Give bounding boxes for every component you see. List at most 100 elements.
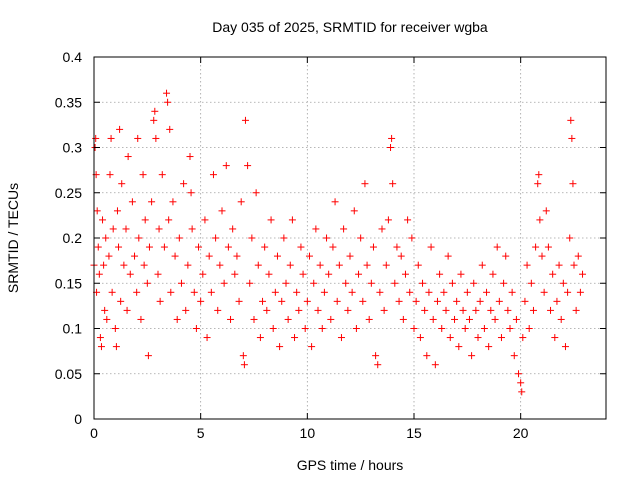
x-tick-label: 15 bbox=[406, 425, 422, 441]
data-point bbox=[117, 297, 125, 305]
y-tick-label: 0.4 bbox=[63, 49, 83, 65]
data-point bbox=[148, 198, 156, 206]
data-point bbox=[357, 234, 365, 242]
data-point bbox=[152, 134, 160, 142]
data-point bbox=[340, 225, 348, 233]
data-point bbox=[107, 134, 115, 142]
data-point bbox=[465, 315, 473, 323]
data-point bbox=[173, 315, 181, 323]
data-point bbox=[195, 243, 203, 251]
data-point bbox=[419, 279, 427, 287]
data-point bbox=[574, 252, 582, 260]
data-point bbox=[542, 207, 550, 215]
data-point bbox=[280, 234, 288, 242]
data-point bbox=[561, 343, 569, 351]
y-tick-label: 0.2 bbox=[63, 230, 83, 246]
data-point bbox=[532, 243, 540, 251]
data-point bbox=[355, 270, 363, 278]
data-point bbox=[391, 279, 399, 287]
data-point bbox=[246, 279, 254, 287]
data-point bbox=[557, 315, 565, 323]
data-point bbox=[235, 297, 243, 305]
data-point bbox=[305, 252, 313, 260]
data-point bbox=[316, 261, 324, 269]
data-point bbox=[108, 288, 116, 296]
data-point bbox=[504, 306, 512, 314]
data-point bbox=[568, 134, 576, 142]
data-point bbox=[116, 125, 124, 133]
data-point bbox=[229, 225, 237, 233]
data-point bbox=[276, 343, 284, 351]
data-point bbox=[372, 352, 380, 360]
data-point bbox=[384, 216, 392, 224]
data-point bbox=[165, 216, 173, 224]
data-point bbox=[284, 315, 292, 323]
data-point bbox=[265, 270, 273, 278]
data-point bbox=[478, 261, 486, 269]
data-point bbox=[323, 234, 331, 242]
data-point bbox=[259, 297, 267, 305]
data-point bbox=[102, 234, 110, 242]
data-point bbox=[453, 297, 461, 305]
x-tick-label: 5 bbox=[197, 425, 205, 441]
data-point bbox=[92, 134, 100, 142]
data-point bbox=[378, 225, 386, 233]
data-point bbox=[160, 243, 168, 251]
data-point bbox=[187, 189, 195, 197]
data-point bbox=[369, 243, 377, 251]
data-point bbox=[566, 234, 574, 242]
data-point bbox=[551, 334, 559, 342]
data-point bbox=[203, 334, 211, 342]
data-point bbox=[105, 252, 113, 260]
data-point bbox=[359, 297, 367, 305]
data-point bbox=[96, 334, 104, 342]
data-point bbox=[397, 252, 405, 260]
data-point bbox=[293, 288, 301, 296]
data-point bbox=[459, 306, 467, 314]
data-point bbox=[256, 334, 264, 342]
data-point bbox=[97, 343, 105, 351]
data-point bbox=[493, 243, 501, 251]
data-point bbox=[269, 325, 277, 332]
y-tick-label: 0.15 bbox=[55, 275, 82, 291]
data-point bbox=[376, 288, 384, 296]
data-point bbox=[112, 343, 120, 351]
data-point bbox=[333, 297, 341, 305]
data-point bbox=[401, 270, 409, 278]
data-point bbox=[569, 180, 577, 188]
data-point bbox=[448, 279, 456, 287]
data-point bbox=[412, 297, 420, 305]
data-point bbox=[216, 261, 224, 269]
data-point bbox=[154, 270, 162, 278]
data-point bbox=[406, 288, 414, 296]
data-point bbox=[163, 89, 171, 97]
data-point bbox=[128, 198, 136, 206]
data-point bbox=[487, 306, 495, 314]
data-point bbox=[254, 261, 262, 269]
data-point bbox=[389, 180, 397, 188]
data-point bbox=[109, 225, 117, 233]
data-point bbox=[93, 207, 101, 215]
data-point bbox=[512, 315, 520, 323]
data-point bbox=[525, 325, 533, 332]
axis-ticks bbox=[93, 56, 606, 420]
data-point bbox=[388, 134, 396, 142]
data-point bbox=[252, 189, 260, 197]
data-point bbox=[101, 306, 109, 314]
data-point bbox=[133, 288, 141, 296]
data-point bbox=[137, 315, 145, 323]
data-point bbox=[156, 297, 164, 305]
data-point bbox=[271, 288, 279, 296]
data-point bbox=[555, 261, 563, 269]
data-point bbox=[440, 288, 448, 296]
data-point bbox=[567, 116, 575, 124]
data-point bbox=[131, 252, 139, 260]
data-point bbox=[320, 288, 328, 296]
data-point bbox=[457, 270, 465, 278]
data-point bbox=[141, 216, 149, 224]
x-tick-label: 10 bbox=[300, 425, 316, 441]
data-point bbox=[150, 116, 158, 124]
data-point bbox=[455, 343, 463, 351]
y-tick-label: 0.35 bbox=[55, 94, 82, 110]
